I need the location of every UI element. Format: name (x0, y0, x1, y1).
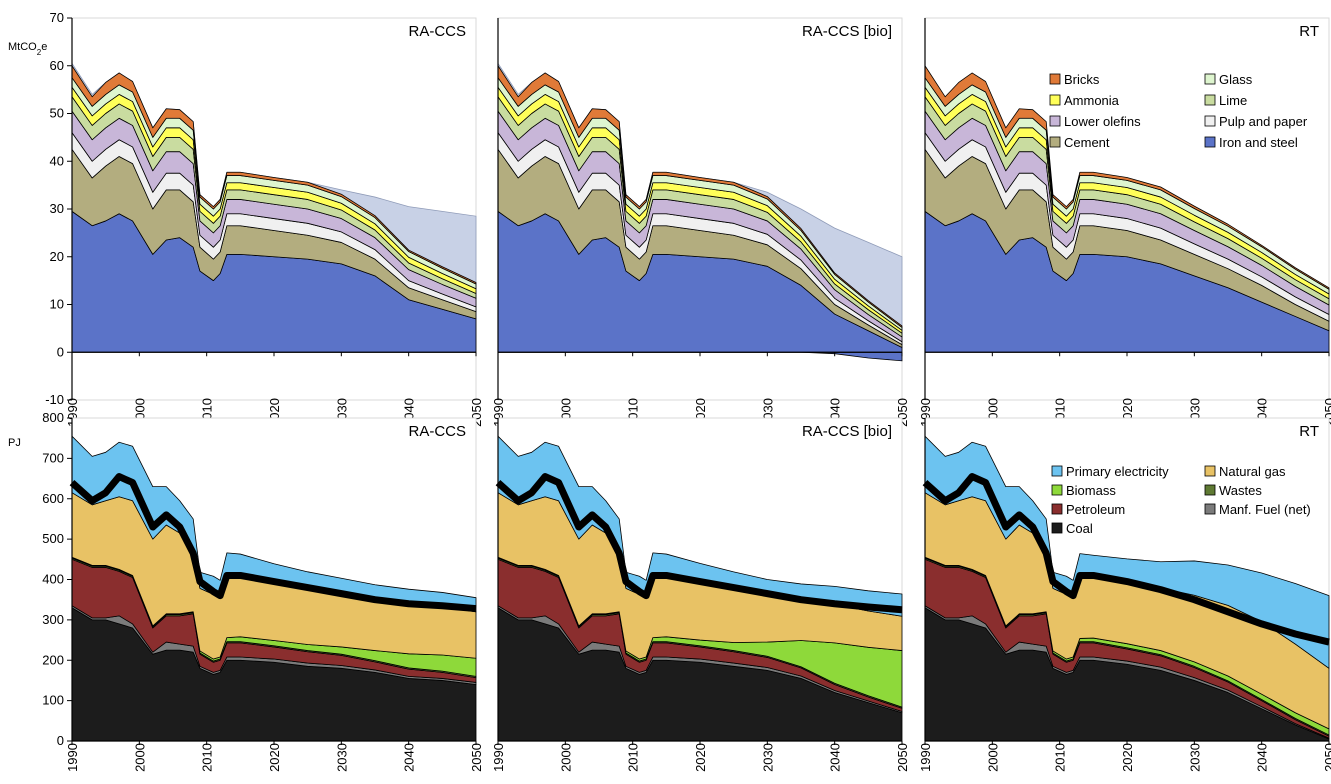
panel-title: RA-CCS (408, 23, 466, 40)
x-tick-label: 1990 (65, 743, 80, 772)
y-tick-label: 300 (42, 612, 64, 627)
y-unit-label: PJ (8, 437, 21, 449)
x-tick-label: 2040 (1255, 743, 1270, 772)
area-bricks (924, 65, 1330, 290)
legend-swatch-primary-electricity (1051, 465, 1063, 477)
x-tick-label: 2050 (1322, 743, 1331, 772)
chart-en-rt: 1990 2000 2010 2020 2030 2040 2050 RT Primary el… (918, 417, 1331, 772)
y-tick-label: 40 (50, 153, 64, 168)
legend-label-wastes: Wastes (1219, 483, 1262, 498)
legend-label-lime: Lime (1219, 93, 1247, 108)
x-tick-label: 2030 (1187, 743, 1202, 772)
panel-title: RA-CCS (408, 423, 466, 440)
legend-label-bricks: Bricks (1064, 72, 1100, 87)
y-tick-label: 600 (42, 491, 64, 506)
y-tick-label: 50 (50, 106, 64, 121)
chart-en-racss: 0 100 200 300 400 500 600 700 800 1990 2000 2010 202… (8, 410, 484, 772)
x-tick-label: 1990 (491, 743, 506, 772)
panel-title: RT (1299, 23, 1319, 40)
legend-swatch-bricks (1049, 73, 1061, 85)
legend-swatch-ammonia (1049, 94, 1061, 106)
y-tick-label: 200 (42, 652, 64, 667)
x-tick-label: 2020 (693, 743, 708, 772)
y-tick-label: 30 (50, 201, 64, 216)
panel-title: RT (1299, 423, 1319, 440)
total-line (495, 473, 903, 614)
legend-label-manf-fuel-net: Manf. Fuel (net) (1219, 502, 1311, 517)
legend-label-lower-olefins: Lower olefins (1064, 114, 1141, 129)
legend-label-cement: Cement (1064, 135, 1110, 150)
area-bricks (497, 65, 903, 328)
y-unit-label: MtCO2e (8, 41, 47, 57)
legend-swatch-wastes (1204, 484, 1216, 496)
x-tick-label: 2010 (1053, 743, 1068, 772)
legend-swatch-coal (1051, 522, 1063, 534)
y-tick-label: 70 (50, 10, 64, 25)
chart-en-racss-bio: 1990 2000 2010 2020 2030 2040 2050 RA-CCS [bio] (491, 417, 910, 772)
y-tick-label: 60 (50, 58, 64, 73)
legend-swatch-iron-and-steel (1204, 136, 1216, 148)
x-tick-label: 2040 (402, 743, 417, 772)
legend: Primary electricity Natural gas Biomass Was… (1051, 464, 1311, 536)
x-tick-label: 2010 (200, 743, 215, 772)
area-bricks (71, 65, 477, 285)
y-tick-label: 100 (42, 693, 64, 708)
y-tick-label: 800 (42, 410, 64, 425)
y-tick-label: -10 (45, 392, 64, 407)
x-tick-label: 2000 (558, 743, 573, 772)
x-tick-label: 2020 (1120, 743, 1135, 772)
legend-swatch-petroleum (1051, 503, 1063, 515)
legend: Bricks Glass Ammonia Lime Lower olefins Pulp … (1049, 72, 1308, 150)
total-line (69, 473, 477, 613)
legend-label-glass: Glass (1219, 72, 1253, 87)
area-primary-electricity (924, 435, 1330, 669)
legend-swatch-manf-fuel-net (1204, 503, 1216, 515)
x-tick-label: 2050 (895, 743, 910, 772)
panel-title: RA-CCS [bio] (802, 23, 892, 40)
legend-label-natural-gas: Natural gas (1219, 464, 1286, 479)
x-tick-label: 2040 (828, 743, 843, 772)
legend-swatch-glass (1204, 73, 1216, 85)
x-tick-label: 1990 (918, 743, 933, 772)
y-tick-label: 0 (57, 733, 64, 748)
x-tick-label: 2010 (626, 743, 641, 772)
y-tick-label: 0 (57, 344, 64, 359)
x-tick-label: 2030 (760, 743, 775, 772)
legend-swatch-natural-gas (1204, 465, 1216, 477)
legend-label-coal: Coal (1066, 521, 1093, 536)
panel-title: RA-CCS [bio] (802, 423, 892, 440)
legend-swatch-biomass (1051, 484, 1063, 496)
legend-swatch-lime (1204, 94, 1216, 106)
total-line (922, 473, 1330, 646)
legend-swatch-pulp-and-paper (1204, 115, 1216, 127)
legend-label-pulp-and-paper: Pulp and paper (1219, 114, 1308, 129)
x-tick-label: 2050 (469, 743, 484, 772)
y-tick-label: 700 (42, 450, 64, 465)
x-tick-label: 2050 (1322, 398, 1331, 427)
legend-swatch-lower-olefins (1049, 115, 1061, 127)
legend-label-iron-and-steel: Iron and steel (1219, 135, 1298, 150)
legend-label-primary-electricity: Primary electricity (1066, 464, 1169, 479)
legend-label-petroleum: Petroleum (1066, 502, 1125, 517)
legend-label-ammonia: Ammonia (1064, 93, 1120, 108)
x-tick-label: 2000 (985, 743, 1000, 772)
y-tick-label: 20 (50, 249, 64, 264)
y-tick-label: 400 (42, 572, 64, 587)
legend-swatch-cement (1049, 136, 1061, 148)
x-tick-label: 2000 (132, 743, 147, 772)
y-tick-label: 10 (50, 297, 64, 312)
x-tick-label: 2030 (334, 743, 349, 772)
y-tick-label: 500 (42, 531, 64, 546)
x-tick-label: 2020 (267, 743, 282, 772)
legend-label-biomass: Biomass (1066, 483, 1116, 498)
